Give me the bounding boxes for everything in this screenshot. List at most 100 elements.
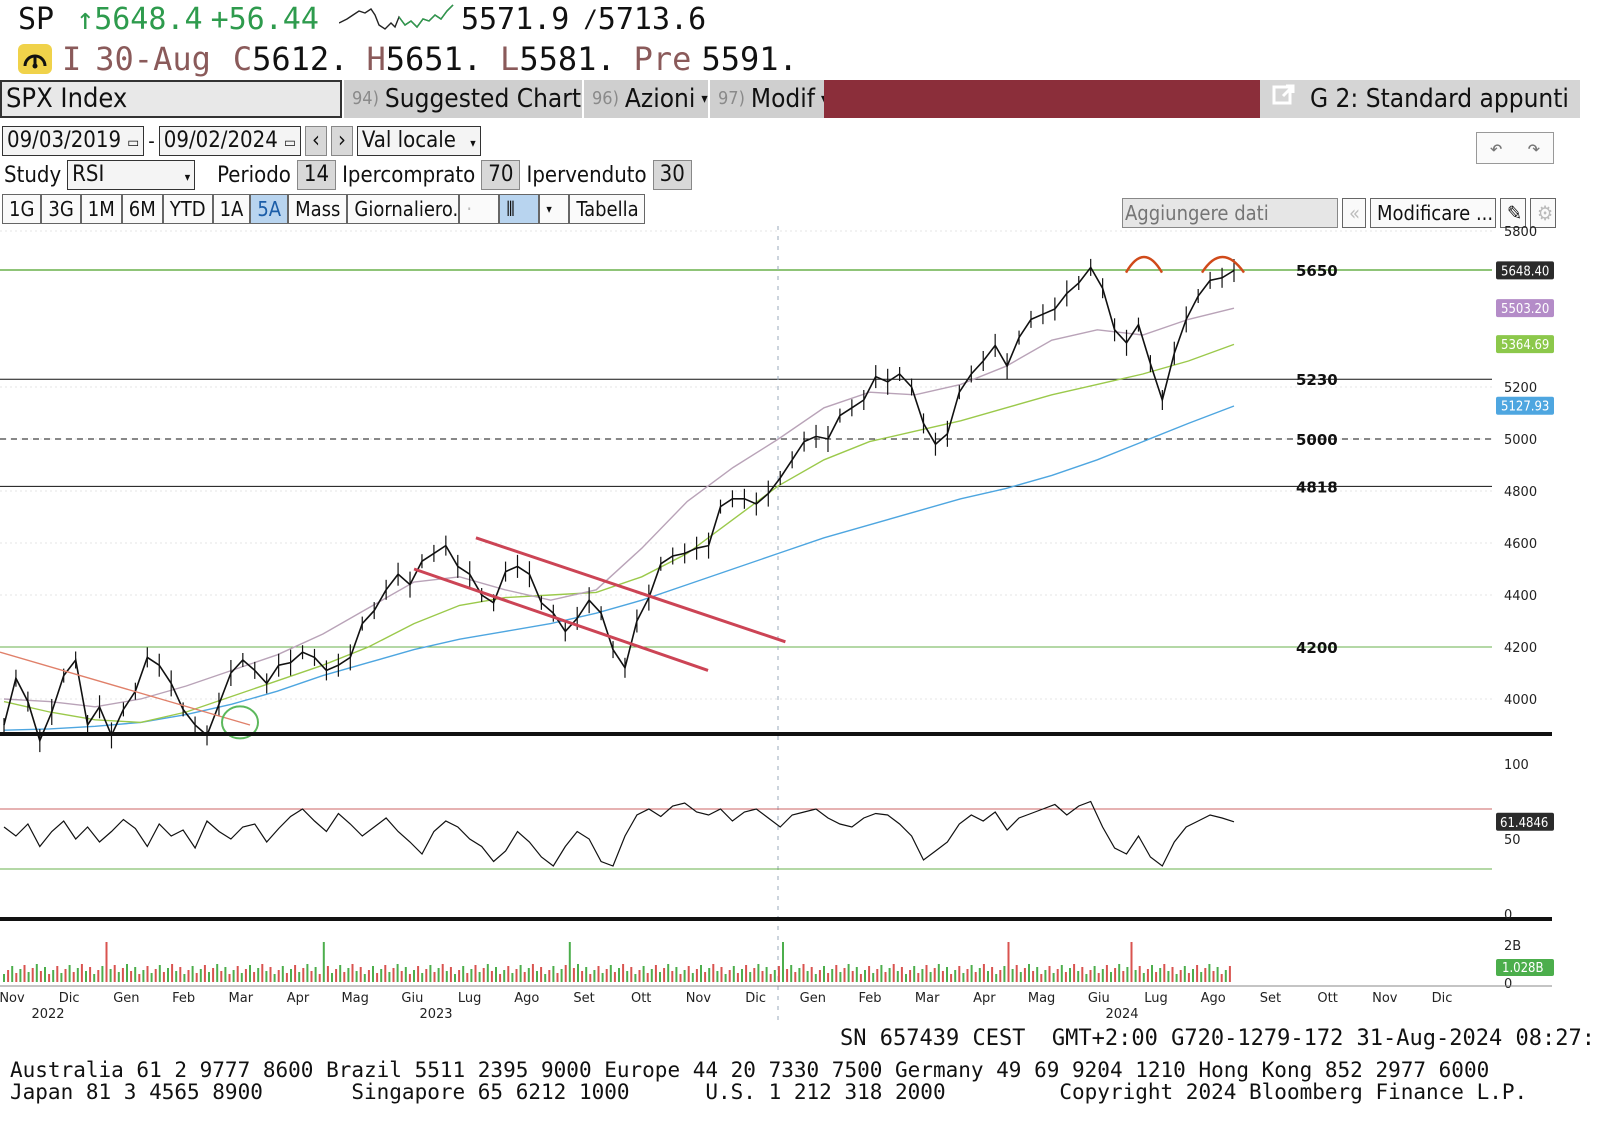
price-tick-label: 4200 (1504, 641, 1537, 656)
price-tag-label: 5648.40 (1501, 264, 1549, 279)
undo-icon[interactable]: ↶ (1489, 135, 1503, 161)
previous-period-button[interactable]: ‹ (305, 126, 327, 156)
start-date-field[interactable]: 09/03/2019 ▭ (2, 126, 145, 156)
period-1a[interactable]: 1A (212, 194, 251, 224)
level-label-4818: 4818 (1296, 478, 1338, 496)
ticker-symbol: SP (18, 1, 55, 37)
currency-value: Val locale (361, 128, 456, 153)
currency-select[interactable]: Val locale ▾ (356, 126, 481, 156)
level-label-4200: 4200 (1296, 639, 1338, 657)
suggested-charts-button[interactable]: 94) Suggested Charts ▾ (342, 80, 606, 118)
period-1g[interactable]: 1G (2, 194, 42, 224)
chart-style-blank[interactable]: · (459, 194, 500, 224)
period-ytd[interactable]: YTD (162, 194, 213, 224)
security-field[interactable]: SPX Index (0, 80, 342, 118)
x-year-label: 2022 (31, 1007, 64, 1022)
level-label-5230: 5230 (1296, 371, 1338, 389)
overbought-label: Ipercomprato (342, 162, 476, 188)
x-month-label: Dic (745, 991, 766, 1006)
x-month-label: Gen (800, 991, 826, 1006)
session-info: SN 657439 CEST GMT+2:00 G720-1279-172 31… (840, 1026, 1595, 1051)
period-field[interactable]: 14 (296, 160, 337, 190)
date-dash: - (148, 129, 155, 153)
price-tag-box (1496, 299, 1554, 318)
period-3g[interactable]: 3G (41, 194, 81, 224)
x-month-label: Set (1260, 991, 1281, 1006)
add-data-input[interactable] (1122, 198, 1338, 228)
collapse-icon[interactable]: « (1342, 198, 1366, 228)
up-arrow-icon: ↑ (76, 1, 95, 37)
price-chart[interactable]: 4000420044004600480050005200580056505230… (0, 226, 1600, 1026)
external-link-icon[interactable] (1272, 80, 1296, 118)
x-month-label: Giu (401, 991, 423, 1006)
ohlc-line: I 30-Aug C 5612. H 5651. L 5581. Pre 559… (18, 40, 798, 78)
oversold-field[interactable]: 30 (652, 160, 692, 190)
x-month-label: Ago (514, 991, 539, 1006)
gauge-icon[interactable] (18, 44, 52, 74)
rsi-tick-label: 50 (1504, 833, 1521, 848)
x-month-label: Nov (1372, 991, 1398, 1006)
price-tag-box (1496, 261, 1554, 280)
redo-icon[interactable]: ↷ (1527, 135, 1541, 161)
x-month-label: Dic (59, 991, 80, 1006)
actions-number: 96) (592, 88, 619, 109)
x-year-label: 2023 (419, 1007, 452, 1022)
x-month-label: Ott (631, 991, 651, 1006)
study-select[interactable]: RSI ▾ (67, 160, 196, 190)
dropdown-arrow-icon: ▾ (184, 170, 191, 184)
table-button[interactable]: Tabella (569, 194, 646, 224)
next-period-button[interactable]: › (330, 126, 353, 156)
calendar-icon[interactable]: ▭ (127, 135, 140, 151)
period-6m[interactable]: 6M (121, 194, 163, 224)
dropdown-arrow-icon[interactable]: ▾ (539, 194, 570, 224)
price-tag-label: 5364.69 (1501, 338, 1549, 353)
layout-selector[interactable]: G 2: Standard appunti (1260, 80, 1580, 118)
rsi-tick-label: 0 (1504, 908, 1512, 923)
period-5a[interactable]: 5A (250, 194, 289, 224)
range-low: 5571.9 (460, 1, 570, 37)
end-date-field[interactable]: 09/02/2024 ▭ (158, 126, 302, 156)
range-high: 5713.6 (597, 1, 707, 37)
modify-button[interactable]: 97) Modif ▾ (708, 80, 827, 118)
x-month-label: Apr (973, 991, 996, 1006)
price-tag-box (1496, 335, 1554, 354)
calendar-icon[interactable]: ▭ (284, 135, 297, 151)
rsi-tag-label: 61.4846 (1500, 816, 1548, 831)
chart-type-icon[interactable]: ⫴ (499, 194, 540, 224)
edit-icon[interactable]: ✎ (1500, 198, 1526, 228)
price-tag-label: 5127.93 (1501, 400, 1549, 415)
range-separator: / (583, 5, 598, 33)
low-value: 5581. (519, 40, 616, 78)
end-date-value: 09/02/2024 (163, 128, 278, 153)
dropdown-arrow-icon: ▾ (470, 136, 476, 150)
overbought-field[interactable]: 70 (481, 160, 521, 190)
modify-label: Modif (750, 84, 815, 114)
chevron-right-icon: › (337, 128, 346, 153)
period-1m[interactable]: 1M (80, 194, 122, 224)
modify-number: 97) (718, 88, 745, 109)
x-year-label: 2024 (1105, 1007, 1138, 1022)
previous-value: 5591. (701, 40, 798, 78)
x-month-label: Lug (458, 991, 482, 1006)
settings-icon[interactable]: ⚙ (1530, 198, 1556, 228)
sparkline-icon (338, 4, 454, 30)
trend-channel-line (413, 567, 709, 672)
low-label: L (500, 40, 520, 78)
price-tag-box (1496, 396, 1554, 415)
moving-average-line (3, 343, 1235, 724)
dropdown-arrow-icon: ▾ (701, 91, 708, 107)
previous-label: Pre (633, 40, 692, 78)
period-max[interactable]: Mass (288, 194, 348, 224)
study-label: Study (4, 162, 62, 188)
modify-chart-button[interactable]: Modificare ... (1370, 198, 1496, 228)
actions-button[interactable]: 96) Azioni ▾ (582, 80, 708, 118)
contact-line-1: Australia 61 2 9777 8600 Brazil 5511 239… (10, 1058, 1490, 1082)
quote-date: 30-Aug (95, 40, 211, 78)
price-tick-label: 4000 (1504, 693, 1537, 708)
suggested-charts-label: Suggested Charts (384, 84, 594, 114)
frequency-select[interactable]: Giornaliero... (347, 194, 470, 224)
oversold-label: Ipervenduto (526, 162, 647, 188)
x-month-label: Ott (1317, 991, 1337, 1006)
x-month-label: Feb (172, 991, 195, 1006)
volume-tag-box (1496, 959, 1554, 976)
